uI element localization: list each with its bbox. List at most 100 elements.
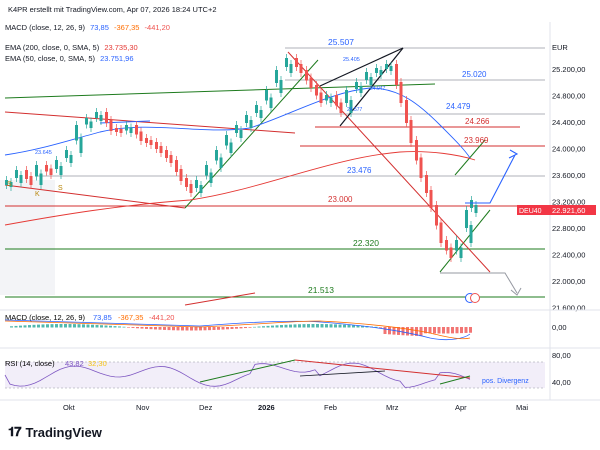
candle-body xyxy=(145,138,148,143)
rsi-value-1: 43,82 xyxy=(65,359,84,368)
macd-bar xyxy=(455,327,459,334)
time-tick: Okt xyxy=(63,403,76,412)
candle-body xyxy=(415,140,418,161)
rsi-value-2: 32,30 xyxy=(88,359,107,368)
candle-body xyxy=(299,64,303,73)
candle-body xyxy=(325,95,328,101)
candle-body xyxy=(319,92,323,103)
macd-bar xyxy=(181,327,184,331)
marker-k: K xyxy=(35,191,40,198)
macd-bar xyxy=(190,327,193,331)
macd-histogram xyxy=(10,324,472,337)
candle-body xyxy=(269,97,273,108)
macd-bar xyxy=(217,327,220,330)
macd-bar xyxy=(284,324,288,328)
macd-bar xyxy=(316,324,319,328)
event-icon-2[interactable] xyxy=(470,293,480,303)
candle-body xyxy=(15,170,18,178)
candle-body xyxy=(469,225,473,243)
candle-body xyxy=(425,175,428,193)
current-price-tag[interactable] xyxy=(550,205,596,215)
candle-body xyxy=(179,169,183,181)
macd-bar xyxy=(230,327,234,329)
time-tick: Nov xyxy=(136,403,150,412)
candle-body xyxy=(109,120,113,131)
candle-body xyxy=(275,70,278,83)
macd-bar xyxy=(23,325,27,328)
price-tick: 23.600,00 xyxy=(552,171,585,180)
macd-bar xyxy=(194,327,198,331)
symbol-tag[interactable] xyxy=(517,205,550,215)
macd-bar xyxy=(248,327,252,328)
candle-body xyxy=(49,168,53,175)
label-22320: 22.320 xyxy=(353,238,379,248)
macd-bar xyxy=(388,327,391,335)
candle-body xyxy=(59,166,63,175)
time-tick: Mai xyxy=(516,403,528,412)
candle-body xyxy=(439,222,443,243)
red-trendlines xyxy=(4,51,491,306)
candle-body xyxy=(265,90,268,101)
candle-body xyxy=(39,173,43,185)
candle-body xyxy=(435,205,438,226)
candle-body xyxy=(25,170,28,179)
candle-body xyxy=(335,95,338,106)
candle-body xyxy=(445,240,448,251)
macd-bar xyxy=(460,327,463,334)
candle-body xyxy=(309,77,313,88)
macd-bar xyxy=(68,324,72,328)
rsi-trendline-green xyxy=(199,359,296,383)
macd-bar xyxy=(199,327,202,331)
time-tick: Mrz xyxy=(386,403,399,412)
candle-body xyxy=(175,160,178,172)
candle-body xyxy=(249,120,253,128)
candle-body xyxy=(75,125,78,141)
event-icons[interactable] xyxy=(465,293,480,303)
macd-bar xyxy=(50,324,54,328)
macd-bar xyxy=(55,324,58,328)
macd-bar xyxy=(91,324,94,328)
macd-bar xyxy=(86,324,90,328)
macd-panel-value-1: 73,85 xyxy=(93,313,112,322)
candle-body xyxy=(159,146,163,153)
macd-legend[interactable]: MACD (close, 12, 26, 9) 73,85 -367,35 -4… xyxy=(5,23,170,32)
macd-bar xyxy=(334,324,337,328)
candle-body xyxy=(465,210,468,228)
ema200-legend[interactable]: EMA (200, close, 0, SMA, 5) 23.735,30 xyxy=(5,43,138,52)
macd-bar xyxy=(302,324,306,328)
macd-bar xyxy=(176,327,180,331)
candles xyxy=(5,54,478,262)
candle-body xyxy=(329,97,333,103)
macd-zero-tick: 0,00 xyxy=(552,323,567,332)
symbol-tag-text: DEU40 xyxy=(519,208,542,215)
macd-bar xyxy=(307,324,310,328)
candle-body xyxy=(19,175,23,183)
time-tick: Apr xyxy=(455,403,467,412)
arrow-down-projection-icon xyxy=(510,287,522,296)
candle-body xyxy=(235,125,238,133)
candle-body xyxy=(239,130,243,138)
candle-body xyxy=(429,190,433,208)
macd-bar xyxy=(235,327,238,329)
time-axis[interactable]: Okt Nov Dez 2026 Feb Mrz Apr Mai xyxy=(63,403,528,412)
macd-bar xyxy=(100,325,103,328)
macd-bar xyxy=(320,324,324,328)
time-tick: Dez xyxy=(199,403,213,412)
price-tick: 25.200,00 xyxy=(552,65,585,74)
candle-body xyxy=(65,150,68,158)
price-ticks[interactable]: 25.200,00 24.800,00 24.400,00 24.000,00 23.6… xyxy=(552,65,585,313)
macd-legend-value-3: -441,20 xyxy=(144,23,170,32)
candle-body xyxy=(349,100,353,113)
rsi-trendline-black xyxy=(299,370,386,377)
ema50-legend[interactable]: EMA (50, close, 0, SMA, 5) 23.751,96 xyxy=(5,54,134,63)
candle-body xyxy=(195,180,198,188)
macd-bar xyxy=(37,324,40,328)
label-24266: 24.266 xyxy=(465,117,490,126)
candle-body xyxy=(135,125,138,135)
label-25020: 25.020 xyxy=(462,70,487,79)
macd-bar xyxy=(437,327,441,334)
macd-signal-line xyxy=(4,320,471,340)
macd-bar xyxy=(410,327,414,336)
tradingview-logo[interactable]: 𝟏𝟕 TradingView xyxy=(8,424,102,440)
